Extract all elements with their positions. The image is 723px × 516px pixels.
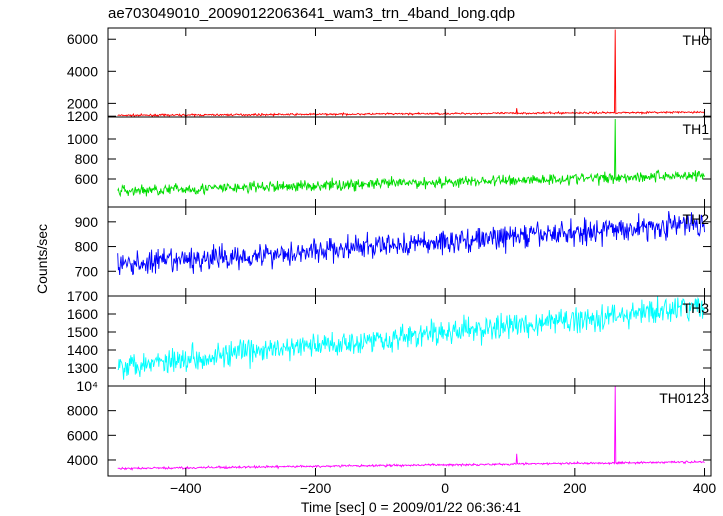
x-tick-label: 200 [563, 480, 587, 496]
x-axis: −400 −200 0 200 400 [170, 480, 716, 496]
y-axis-label: Counts/sec [34, 224, 50, 294]
y-tick-label: 6000 [67, 31, 98, 47]
panel-label-th0: TH0 [683, 32, 710, 48]
y-tick-label: 10⁴ [76, 378, 98, 394]
y-tick-label: 1400 [67, 342, 98, 358]
y-tick-label: 4000 [67, 63, 98, 79]
series-line-th0123 [117, 385, 705, 471]
panel-th0123: 4000 6000 8000 10⁴ TH0123 [67, 378, 712, 477]
panel-frame [107, 295, 712, 387]
panel-label-th3: TH3 [683, 300, 710, 316]
y-tick-label: 4000 [67, 452, 98, 468]
y-tick-label: 1000 [67, 131, 98, 147]
chart-title: ae703049010_20090122063641_wam3_trn_4ban… [108, 5, 515, 22]
y-tick-label: 600 [75, 171, 99, 187]
y-tick-label: 2000 [67, 95, 98, 111]
panel-label-th2: TH2 [683, 211, 710, 227]
x-axis-label: Time [sec] 0 = 2009/01/22 06:36:41 [301, 499, 521, 515]
panel-frame [107, 116, 712, 208]
y-tick-label: 800 [75, 151, 99, 167]
y-tick-label: 1200 [67, 108, 98, 124]
x-tick-label: −200 [300, 480, 332, 496]
y-tick-label: 1300 [67, 360, 98, 376]
series-line-th0 [117, 29, 705, 118]
y-tick-label: 1500 [67, 324, 98, 340]
y-tick-label: 800 [75, 239, 99, 255]
panel-frame [107, 27, 712, 118]
series-line-th1 [117, 118, 705, 198]
x-tick-label: 0 [441, 480, 449, 496]
y-tick-label: 900 [75, 214, 99, 230]
series-line-th2 [117, 211, 705, 276]
series-line-th3 [117, 295, 705, 380]
x-tick-label: 400 [693, 480, 717, 496]
y-tick-label: 700 [75, 263, 99, 279]
panel-th1: 600 800 1000 TH1 [67, 116, 712, 208]
panel-th2: 700 800 900 TH2 [75, 206, 712, 297]
y-tick-label: 1600 [67, 306, 98, 322]
y-tick-label: 8000 [67, 403, 98, 419]
x-tick-label: −400 [170, 480, 202, 496]
panel-label-th0123: TH0123 [659, 390, 709, 406]
y-tick-label: 6000 [67, 427, 98, 443]
panel-frame [107, 385, 712, 477]
y-tick-label: 1700 [67, 288, 98, 304]
panel-th3: 1300 1400 1500 1600 1700 TH3 [67, 288, 712, 387]
panel-label-th1: TH1 [683, 121, 710, 137]
